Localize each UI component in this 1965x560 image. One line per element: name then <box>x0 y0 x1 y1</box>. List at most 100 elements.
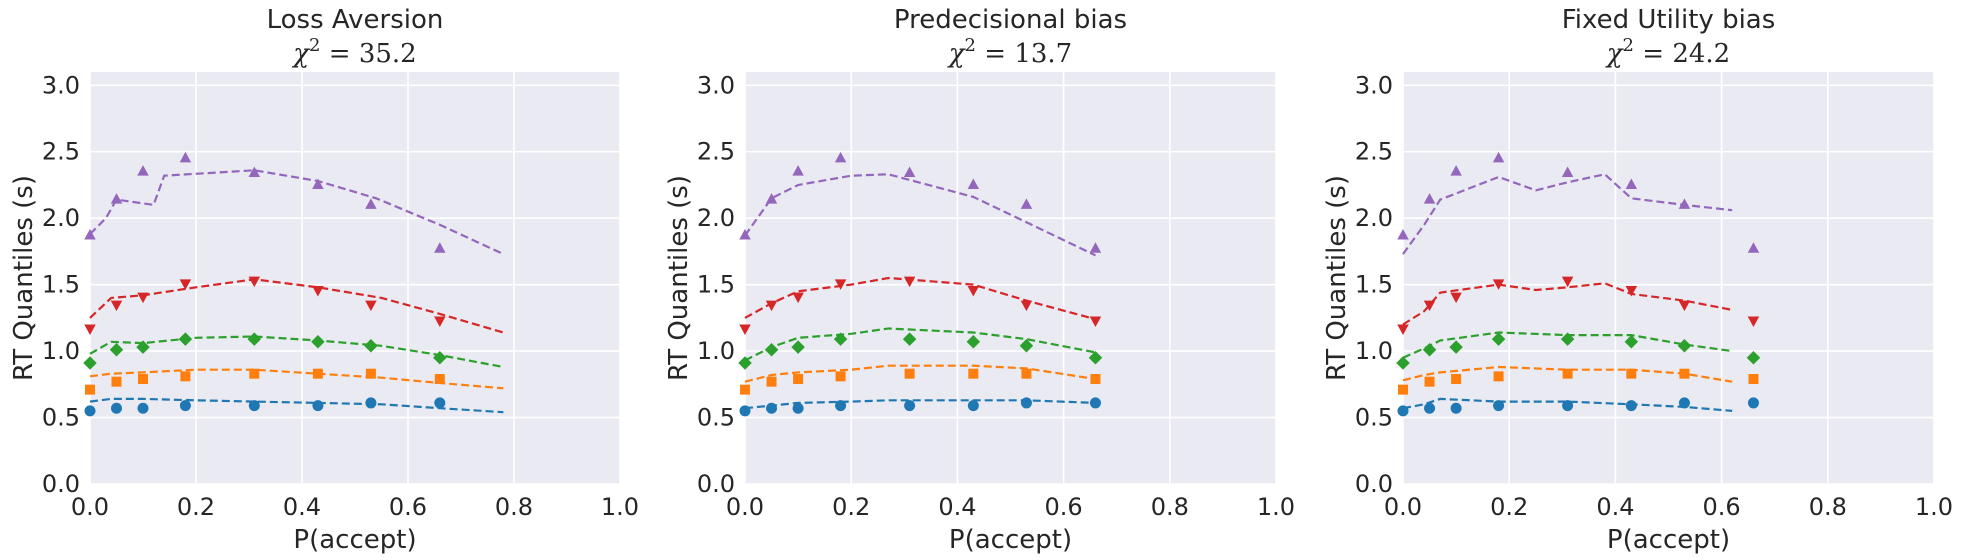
data-point-series-4 <box>967 285 980 297</box>
data-point-series-4 <box>1747 316 1760 328</box>
data-point-series-1 <box>111 402 122 414</box>
data-point-series-3 <box>1422 343 1437 357</box>
y-tick-label: 2.5 <box>42 138 80 166</box>
data-point-series-5 <box>84 228 96 240</box>
data-point-series-1 <box>1397 405 1409 417</box>
panel-2: 0.0 0.2 0.4 0.6 0.8 1.0 0.0 0.5 1.0 1.5 2.0 2.5 3.0 P… <box>664 5 1295 555</box>
data-point-series-2 <box>85 384 95 395</box>
data-point-series-5 <box>1397 228 1409 240</box>
data-point-series-2 <box>740 384 750 395</box>
data-point-series-1 <box>792 402 804 414</box>
panel-1: 0.0 0.2 0.4 0.6 0.8 1.0 0.0 0.5 1.0 1.5 2.0 2.5 3.0 P… <box>9 5 639 555</box>
chart-title: Loss Aversion <box>267 5 444 35</box>
x-tick-label: 0.8 <box>1151 493 1189 521</box>
x-tick-label: 0.8 <box>1809 493 1847 521</box>
model-line-1 <box>89 397 504 414</box>
data-point-series-4 <box>312 285 324 297</box>
data-point-series-5 <box>1423 193 1436 204</box>
data-point-series-1 <box>84 405 96 417</box>
y-tick-label: 0.0 <box>42 470 80 498</box>
chart-title: Fixed Utility bias <box>1562 5 1776 35</box>
data-point-series-2 <box>1398 384 1408 395</box>
model-line-5 <box>89 169 504 256</box>
data-marks <box>1396 151 1761 417</box>
data-point-series-3 <box>136 340 150 354</box>
data-point-series-2 <box>1493 371 1504 382</box>
stat-equals: = <box>976 39 1014 69</box>
data-point-series-2 <box>1679 368 1690 379</box>
x-tick-label: 0.2 <box>1490 493 1528 521</box>
chi-value: 24.2 <box>1672 39 1730 69</box>
x-tick-label: 0.4 <box>1596 493 1634 521</box>
x-tick-label: 0.0 <box>71 493 109 521</box>
data-point-series-4 <box>1492 279 1505 290</box>
data-point-series-4 <box>1020 300 1033 312</box>
data-point-series-2 <box>835 371 846 382</box>
data-point-series-4 <box>179 279 192 290</box>
data-point-series-3 <box>247 332 262 346</box>
data-point-series-5 <box>1089 242 1102 253</box>
y-tick-label: 1.5 <box>1355 271 1393 299</box>
model-line-1 <box>1402 397 1733 412</box>
data-point-series-1 <box>1020 397 1032 409</box>
x-tick-label: 1.0 <box>1257 493 1295 521</box>
stat-equals: = <box>321 39 359 69</box>
data-point-series-4 <box>792 292 804 304</box>
x-tick-label: 0.6 <box>1703 493 1741 521</box>
y-tick-label: 0.5 <box>42 404 80 432</box>
data-point-series-1 <box>739 405 751 417</box>
data-point-series-3 <box>178 332 193 346</box>
data-point-series-2 <box>904 368 915 379</box>
y-tick-label: 3.0 <box>1355 71 1393 99</box>
data-point-series-1 <box>1089 397 1101 409</box>
data-point-series-4 <box>248 276 261 288</box>
data-point-series-2 <box>434 374 445 385</box>
chart-title: Predecisional bias <box>894 5 1127 35</box>
data-point-series-3 <box>1019 339 1034 353</box>
x-tick-label: 0.4 <box>283 493 321 521</box>
model-line-5 <box>1402 173 1733 255</box>
x-axis-label: P(accept) <box>1607 525 1730 555</box>
data-point-series-4 <box>1450 292 1462 304</box>
data-point-series-2 <box>1451 374 1462 385</box>
y-tick-label: 0.5 <box>697 404 735 432</box>
data-point-series-5 <box>434 242 446 253</box>
data-point-series-2 <box>312 368 323 379</box>
y-tick-label: 2.0 <box>697 204 735 232</box>
x-tick-label: 0.2 <box>177 493 215 521</box>
data-point-series-3 <box>791 340 805 354</box>
data-point-series-3 <box>433 350 447 365</box>
data-point-series-1 <box>1450 402 1462 414</box>
data-point-series-2 <box>249 368 260 379</box>
y-tick-label: 1.5 <box>42 271 80 299</box>
model-line-2 <box>744 364 1096 383</box>
x-tick-label: 0.6 <box>1045 493 1083 521</box>
data-point-series-1 <box>1493 400 1505 412</box>
data-point-series-3 <box>966 335 981 349</box>
y-tick-label: 2.0 <box>42 204 80 232</box>
data-point-series-5 <box>1678 198 1691 209</box>
data-point-series-5 <box>967 178 980 189</box>
data-point-series-2 <box>766 376 777 387</box>
data-point-series-1 <box>835 400 847 412</box>
chi-square-stat: χ2 = 24.2 <box>1605 35 1730 69</box>
data-point-series-4 <box>1625 285 1638 297</box>
y-axis-label: RT Quantiles (s) <box>664 175 694 381</box>
data-point-series-1 <box>434 397 446 409</box>
chi-symbol: χ <box>947 39 967 69</box>
y-tick-label: 1.5 <box>697 271 735 299</box>
data-point-series-1 <box>365 397 377 409</box>
plot-area <box>745 72 1276 484</box>
data-point-series-1 <box>137 402 149 414</box>
data-point-series-3 <box>1677 339 1692 353</box>
data-point-series-2 <box>180 371 191 382</box>
data-point-series-1 <box>1678 397 1690 409</box>
x-tick-label: 0.8 <box>495 493 533 521</box>
data-point-series-1 <box>248 400 260 412</box>
data-point-series-5 <box>365 198 377 209</box>
data-point-series-3 <box>1449 340 1463 354</box>
data-point-series-5 <box>248 166 261 178</box>
plot-area <box>90 72 620 484</box>
chi-value: 35.2 <box>359 39 417 69</box>
y-tick-label: 0.0 <box>1355 470 1393 498</box>
